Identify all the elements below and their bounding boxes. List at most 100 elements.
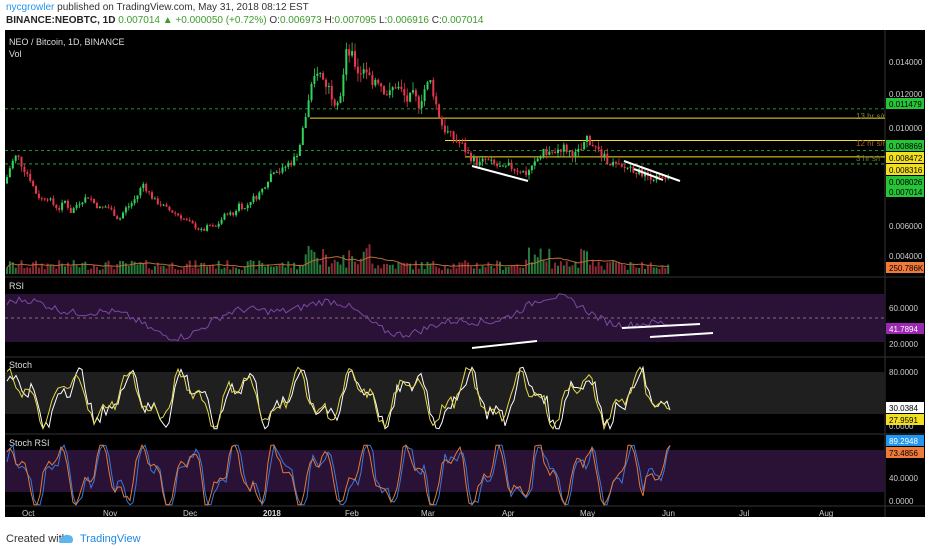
candle-body: [139, 188, 142, 196]
volume-bar: [261, 262, 264, 274]
footer: Created with TradingView: [0, 527, 932, 550]
trendline-resistance-wedge[interactable]: [623, 160, 681, 182]
rsi-trendline[interactable]: [471, 340, 538, 349]
candle-body: [72, 208, 75, 213]
candle-body: [75, 204, 78, 209]
volume-bar: [327, 266, 330, 274]
stochrsi-k-line: [6, 443, 671, 507]
volume-bar: [197, 268, 200, 274]
candle-body: [510, 162, 513, 169]
volume-bar: [238, 269, 240, 274]
volume-bar: [420, 261, 423, 274]
candle-body: [220, 219, 223, 224]
rsi-trendline[interactable]: [621, 323, 701, 329]
rsi-value: 41.7894: [889, 325, 918, 334]
candle-body: [298, 145, 301, 156]
volume-bar: [580, 248, 583, 274]
candle-body: [458, 141, 461, 143]
volume-bar: [191, 267, 194, 274]
volume-bar: [58, 260, 61, 274]
volume-bar: [298, 265, 301, 274]
volume-bar: [351, 256, 354, 274]
candle-body: [551, 151, 554, 153]
candle-body: [269, 173, 272, 182]
candle-body: [119, 218, 122, 220]
candle-body: [603, 153, 606, 157]
volume-bar: [388, 264, 391, 274]
volume-bar: [429, 263, 432, 274]
volume-bar: [641, 261, 644, 274]
candle-body: [513, 168, 516, 171]
candle-body: [58, 208, 61, 210]
volume-bar: [330, 263, 333, 274]
volume-bar: [496, 260, 499, 274]
stochrsi-k-tag: [886, 435, 924, 446]
volume-bar: [516, 264, 519, 274]
symbol-label: BINANCE:NEOBTC, 1D: [6, 15, 116, 26]
time-tick: May: [580, 509, 595, 517]
volume-bar: [629, 261, 632, 274]
candle-body: [185, 219, 188, 221]
stoch-d-tag: [886, 414, 924, 425]
volume-bar: [626, 269, 629, 274]
volume-bar: [171, 262, 174, 274]
candle-body: [470, 152, 472, 162]
candle-body: [66, 200, 69, 208]
candle-body: [226, 213, 229, 215]
volume-bar: [66, 262, 69, 274]
volume-bar: [606, 262, 609, 274]
volume-bar: [84, 261, 87, 274]
chart-svg[interactable]: NEO / Bitcoin, 1D, BINANCE Vol 13 hr s/r…: [5, 30, 925, 518]
volume-bar: [119, 260, 122, 274]
time-tick: 2018: [263, 509, 281, 517]
candle-body: [577, 148, 580, 152]
level-tag-text: 0.008472: [889, 154, 923, 163]
candle-body: [548, 151, 551, 155]
candle-body: [351, 51, 354, 56]
candle-body: [336, 102, 339, 106]
published-text: published on TradingView.com, May 31, 20…: [57, 2, 309, 13]
volume-bar: [412, 269, 414, 274]
rsi-trendline[interactable]: [649, 332, 714, 338]
candle-body: [557, 149, 559, 154]
volume-bar: [194, 260, 197, 274]
stochrsi-d-tag: [886, 447, 924, 458]
volume-bar: [249, 260, 252, 274]
volume-bar: [81, 263, 84, 274]
volume-bar: [322, 249, 325, 274]
volume-bar: [562, 265, 565, 274]
volume-bar: [542, 260, 545, 274]
volume-bar: [354, 261, 356, 274]
candle-body: [23, 166, 26, 173]
trendline-support-wedge[interactable]: [633, 168, 664, 181]
tradingview-brand[interactable]: TradingView: [80, 533, 141, 545]
author-link[interactable]: nycgrowler: [6, 2, 55, 13]
candle-body: [11, 160, 14, 169]
candle-body: [69, 207, 72, 213]
volume-bar: [507, 266, 510, 274]
trendline-support-1[interactable]: [471, 165, 529, 182]
candle-body: [420, 101, 423, 109]
high-label: H:: [324, 15, 335, 26]
candle-body: [304, 116, 307, 129]
candle-body: [565, 144, 568, 153]
candle-body: [452, 131, 455, 140]
price-tick: 0.012000: [889, 90, 923, 99]
candle-body: [432, 79, 435, 97]
volume-bar: [29, 267, 32, 274]
candle-body: [623, 166, 626, 168]
candle-body: [301, 128, 304, 146]
candle-body: [484, 158, 487, 160]
candle-body: [481, 158, 484, 162]
candle-body: [84, 197, 87, 203]
candle-body: [652, 179, 655, 181]
chart-area[interactable]: NEO / Bitcoin, 1D, BINANCE Vol 13 hr s/r…: [5, 30, 925, 518]
volume-bar: [600, 265, 603, 274]
level-tag-text: 0.008026: [889, 178, 923, 187]
candle-body: [348, 49, 351, 56]
volume-bar: [43, 269, 46, 274]
high-value: 0.007095: [334, 15, 377, 26]
volume-bar: [620, 264, 623, 274]
stoch-title: Stoch: [9, 360, 32, 370]
volume-bar: [26, 267, 29, 274]
